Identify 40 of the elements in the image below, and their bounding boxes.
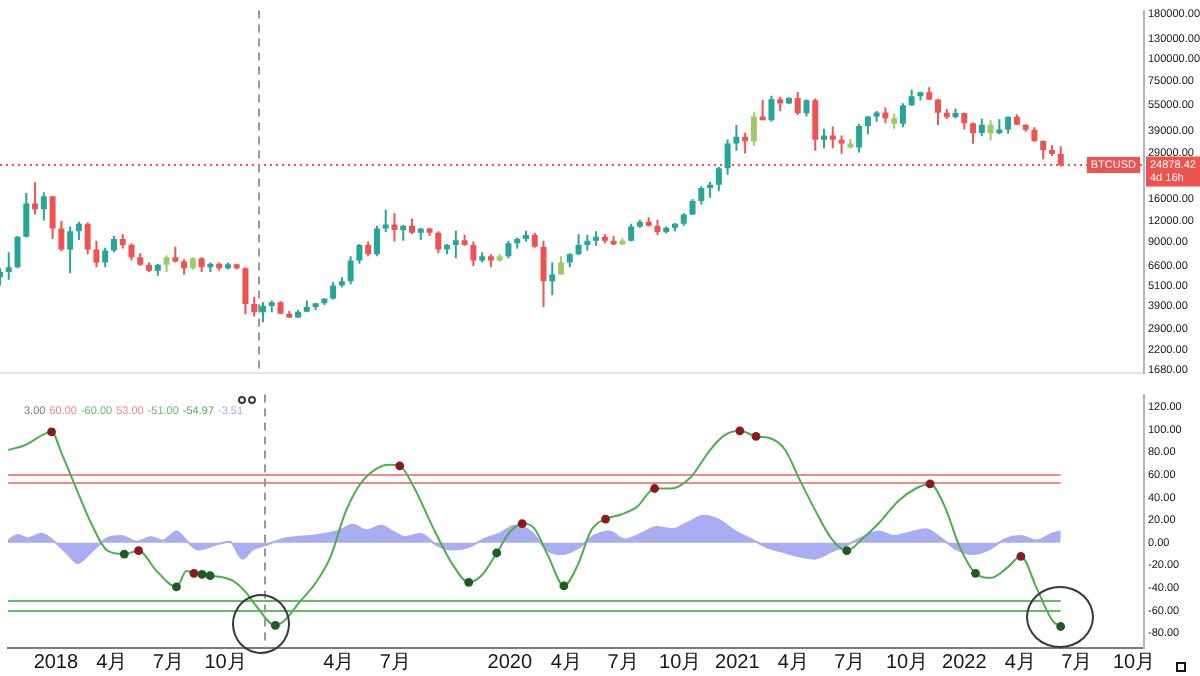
x-tick-label: 4月 — [777, 651, 809, 674]
x-tick-label: 2021 — [715, 651, 761, 674]
x-tick-label: 2020 — [487, 651, 533, 674]
point — [1016, 551, 1026, 561]
point — [601, 514, 610, 524]
x-tick-label: 7月 — [834, 651, 866, 674]
point — [559, 581, 569, 591]
x-tick-label: 7月 — [1061, 651, 1093, 674]
x-tick-label: 4月 — [323, 651, 355, 674]
point — [197, 570, 207, 579]
x-tick-label: 10月 — [204, 651, 247, 674]
x-tick-label: 7月 — [379, 651, 411, 674]
point — [119, 549, 129, 559]
point — [492, 548, 502, 558]
x-tick-label: 7月 — [607, 651, 639, 674]
x-tick-label: 4月 — [1004, 651, 1036, 674]
point — [134, 546, 143, 556]
point — [189, 568, 199, 578]
point — [971, 568, 980, 578]
point — [1056, 622, 1066, 631]
point — [842, 546, 852, 556]
point — [47, 427, 56, 437]
x-tick-label: 10月 — [659, 651, 702, 674]
x-tick-label: 4月 — [96, 651, 128, 674]
point — [395, 461, 405, 471]
point — [650, 484, 660, 493]
point — [925, 479, 935, 489]
point — [270, 620, 280, 630]
point — [751, 432, 761, 441]
x-tick-label: 4月 — [550, 651, 582, 674]
point — [464, 577, 474, 587]
point — [172, 582, 181, 592]
x-tick-label: 2018 — [33, 651, 79, 674]
x-tick-label: 10月 — [1112, 651, 1156, 674]
x-tick-label: 2022 — [942, 651, 988, 674]
point — [205, 571, 215, 580]
x-tick-label: 7月 — [152, 651, 184, 674]
point — [517, 519, 527, 528]
point — [735, 426, 745, 436]
x-tick-label: 10月 — [885, 651, 929, 674]
